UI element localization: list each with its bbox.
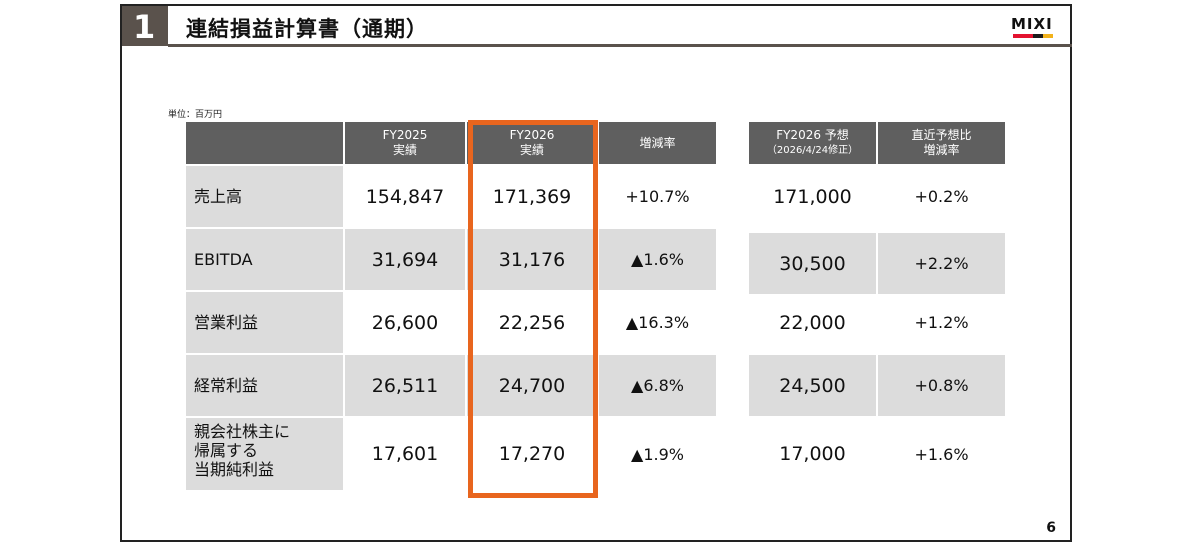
header-line: （2026/4/24修正） [766, 145, 859, 156]
forecast-value: 30,500 [749, 233, 876, 294]
change-rate-text: +10.7% [625, 187, 690, 206]
header-line: 直近予想比 [911, 128, 972, 142]
row-label-line: EBITDA [194, 250, 253, 269]
main-header-cell [186, 122, 343, 164]
forecast-change-text: +0.2% [914, 187, 969, 206]
main-header-cell: 増減率 [599, 122, 716, 164]
forecast-value: 171,000 [749, 166, 876, 227]
section-number: 1 [133, 8, 156, 46]
fy2025-value: 31,694 [345, 229, 465, 290]
page-number: 6 [1046, 520, 1056, 536]
forecast-change-text: +1.6% [914, 444, 969, 464]
row-label-line: 親会社株主に [194, 422, 291, 441]
change-rate-text: ▲16.3% [625, 313, 690, 332]
forecast-change-rate: +1.2% [878, 292, 1005, 353]
header-line: 増減率 [923, 143, 960, 157]
row-label-line: 帰属する [194, 441, 259, 460]
change-rate: +10.7% [599, 166, 716, 227]
fy2025-value: 26,511 [345, 355, 465, 416]
forecast-change-text: +1.2% [914, 313, 969, 332]
fy2026-value-text: 24,700 [498, 374, 566, 397]
change-rate-text: ▲6.8% [631, 376, 684, 395]
title-underline [168, 44, 1072, 47]
main-header-cell: FY2026 実績 [467, 122, 597, 164]
forecast-value-text: 24,500 [779, 374, 846, 397]
forecast-value-text: 171,000 [773, 185, 852, 208]
forecast-change-text: +2.2% [914, 254, 969, 273]
change-rate: ▲1.9% [599, 418, 716, 490]
section-number-block: 1 [122, 6, 168, 46]
forecast-value-text: 22,000 [779, 311, 846, 334]
mixi-logo: MIXI [1011, 15, 1057, 43]
header-line: FY2026 [509, 128, 555, 142]
fy2026-value-text: 31,176 [498, 248, 566, 271]
main-header-cell: FY2025 実績 [345, 122, 465, 164]
row-label: 売上高 [186, 166, 343, 227]
logo-color-bars [1013, 34, 1053, 38]
logo-bar [1043, 34, 1053, 38]
logo-bar [1013, 34, 1023, 38]
forecast-change-rate: +0.8% [878, 355, 1005, 416]
change-rate: ▲16.3% [599, 292, 716, 353]
fy2025-value-text: 17,601 [371, 443, 439, 465]
forecast-change-rate: +1.6% [878, 418, 1005, 490]
page-title: 連結損益計算書（通期） [186, 17, 428, 41]
forecast-change-rate: +0.2% [878, 166, 1005, 227]
change-rate: ▲1.6% [599, 229, 716, 290]
fy2025-value-text: 154,847 [365, 185, 445, 208]
row-label-line: 当期純利益 [194, 460, 275, 479]
row-label: 経常利益 [186, 355, 343, 416]
forecast-change-rate: +2.2% [878, 233, 1005, 294]
header-line: 増減率 [639, 135, 676, 150]
forecast-value-text: 17,000 [779, 443, 846, 465]
fy2025-value-text: 26,600 [371, 311, 439, 334]
forecast-value-text: 30,500 [779, 252, 846, 275]
forecast-header-cell: 直近予想比 増減率 [878, 122, 1005, 164]
row-label-line: 経常利益 [194, 376, 259, 395]
fy2025-value: 17,601 [345, 418, 465, 490]
row-label: EBITDA [186, 229, 343, 290]
header-line: 実績 [392, 143, 417, 157]
title-bar: 連結損益計算書（通期） [168, 6, 1072, 46]
change-rate-text: ▲1.6% [631, 250, 684, 269]
row-label: 親会社株主に 帰属する 当期純利益 [186, 418, 343, 490]
forecast-value: 22,000 [749, 292, 876, 353]
logo-bar [1033, 34, 1043, 38]
unit-label: 単位：百万円 [168, 110, 223, 120]
fy2025-value-text: 26,511 [371, 374, 439, 397]
header-line: FY2026 予想 [776, 128, 849, 142]
forecast-value: 24,500 [749, 355, 876, 416]
fy2026-highlight-frame [468, 120, 598, 498]
forecast-header-cell: FY2026 予想 （2026/4/24修正） [749, 122, 876, 164]
row-label: 営業利益 [186, 292, 343, 353]
fy2026-value-text: 171,369 [492, 185, 572, 208]
fy2026-value: 17,270 [467, 418, 597, 490]
logo-text: MIXI [1011, 15, 1053, 33]
forecast-value: 17,000 [749, 418, 876, 490]
row-label-line: 営業利益 [194, 313, 259, 332]
fy2026-value-text: 22,256 [498, 311, 566, 334]
fy2026-value: 31,176 [467, 229, 597, 290]
fy2026-value: 171,369 [467, 166, 597, 227]
header-line: FY2025 [382, 128, 428, 142]
header-line: 実績 [519, 143, 544, 157]
fy2025-value: 154,847 [345, 166, 465, 227]
change-rate-text: ▲1.9% [631, 444, 684, 464]
fy2025-value-text: 31,694 [371, 248, 439, 271]
forecast-change-text: +0.8% [914, 376, 969, 395]
logo-bar [1023, 34, 1033, 38]
slide: 1 連結損益計算書（通期） MIXI 単位：百万円 6 FY2025 実績 FY20… [120, 4, 1072, 542]
fy2026-value: 22,256 [467, 292, 597, 353]
change-rate: ▲6.8% [599, 355, 716, 416]
row-label-line: 売上高 [194, 187, 243, 206]
fy2026-value: 24,700 [467, 355, 597, 416]
fy2025-value: 26,600 [345, 292, 465, 353]
fy2026-value-text: 17,270 [498, 443, 566, 465]
